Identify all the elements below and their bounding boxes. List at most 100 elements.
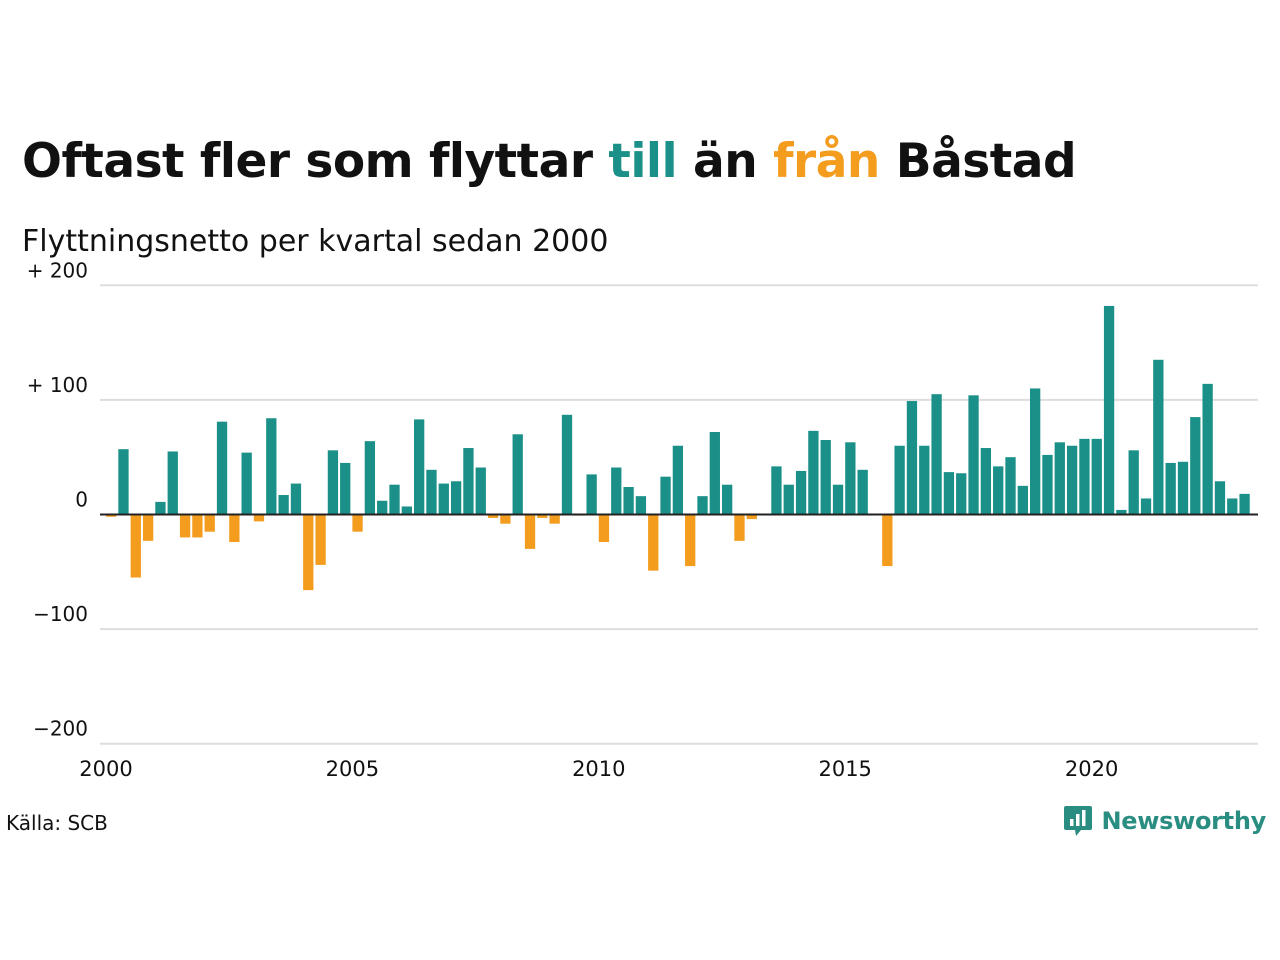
- bar: [426, 469, 437, 515]
- bar: [327, 450, 339, 515]
- source-note: Källa: SCB: [6, 811, 108, 835]
- bar: [241, 452, 252, 515]
- bar: [561, 414, 573, 515]
- bar: [401, 506, 412, 515]
- bar: [685, 514, 696, 567]
- bar: [155, 501, 166, 515]
- x-tick-label: 2005: [326, 757, 379, 781]
- bar: [648, 514, 659, 571]
- x-tick-label: 2010: [572, 757, 625, 781]
- bar: [906, 401, 918, 515]
- bar: [795, 470, 807, 515]
- bar: [524, 514, 536, 549]
- bar: [253, 514, 265, 522]
- bar: [1153, 359, 1164, 515]
- bar: [845, 442, 856, 515]
- bar: [1227, 498, 1238, 515]
- bar: [118, 449, 129, 515]
- title-part-1: Oftast fler som flyttar: [22, 134, 609, 189]
- bar: [352, 514, 363, 532]
- bar: [414, 419, 425, 515]
- bar: [722, 484, 733, 515]
- bar: [487, 514, 499, 518]
- bar: [463, 448, 474, 515]
- bar: [303, 514, 314, 591]
- bar: [1165, 462, 1176, 515]
- bar: [968, 395, 979, 515]
- bar: [1128, 450, 1139, 515]
- bar: [857, 469, 868, 515]
- bar: [1066, 445, 1078, 515]
- bar: [660, 476, 671, 515]
- bar: [167, 451, 178, 515]
- bar: [278, 495, 289, 515]
- bar: [1042, 454, 1053, 515]
- bar: [377, 500, 388, 515]
- bar: [549, 514, 560, 524]
- bar: [1005, 457, 1016, 515]
- bar: [315, 514, 326, 565]
- y-tick-label: 0: [75, 488, 88, 512]
- bar: [611, 467, 622, 515]
- bar: [364, 441, 376, 515]
- bar: [1177, 461, 1189, 515]
- bar: [623, 487, 634, 515]
- chart-title: Oftast fler som flyttar till än från Bås…: [22, 132, 1077, 192]
- title-part-2: än: [677, 134, 774, 189]
- bar: [919, 445, 930, 515]
- bar: [1140, 498, 1152, 515]
- grid-lines: [100, 284, 1258, 745]
- bar: [216, 421, 228, 515]
- bar: [820, 440, 831, 515]
- bar: [106, 514, 117, 517]
- bar: [1214, 481, 1226, 515]
- y-tick-label: + 100: [27, 373, 88, 397]
- chart-subtitle: Flyttningsnetto per kvartal sedan 2000: [22, 224, 609, 259]
- bar: [746, 514, 757, 520]
- bar: [882, 514, 893, 567]
- title-till: till: [608, 134, 678, 189]
- bar: [635, 496, 647, 515]
- bar: [1079, 438, 1090, 515]
- x-tick-label: 2020: [1065, 757, 1118, 781]
- bar: [537, 514, 548, 518]
- bar: [734, 514, 745, 541]
- bar: [1030, 388, 1041, 515]
- bar: [956, 473, 967, 515]
- bar: [1017, 485, 1028, 515]
- bar: [179, 514, 191, 538]
- bar: [500, 514, 511, 524]
- bar: [980, 448, 992, 515]
- bar: [709, 431, 720, 515]
- bar: [832, 484, 844, 515]
- y-tick-label: −200: [33, 717, 88, 741]
- brand-logo: Newsworthy: [1063, 804, 1266, 838]
- bar: [142, 514, 154, 541]
- brand-name: Newsworthy: [1101, 807, 1266, 835]
- y-axis-ticks: + 200 + 100 0 −100 −200: [27, 258, 88, 740]
- bar: [192, 514, 203, 538]
- y-tick-label: + 200: [27, 258, 88, 282]
- bar: [1091, 438, 1102, 515]
- x-tick-label: 2015: [818, 757, 871, 781]
- bar: [783, 484, 794, 515]
- bar: [931, 394, 942, 515]
- bar: [1190, 417, 1201, 515]
- bar: [389, 484, 400, 515]
- bar: [475, 467, 486, 515]
- x-axis-ticks: 2000 2005 2010 2015 2020: [79, 757, 1118, 781]
- bar: [697, 496, 708, 515]
- y-tick-label: −100: [33, 602, 88, 626]
- bar: [450, 481, 462, 515]
- bar: [266, 418, 277, 515]
- bar-chart: + 200 + 100 0 −100 −200 2000 2005 2010 2015 2020: [27, 258, 1258, 781]
- bar: [1116, 509, 1127, 515]
- bar: [340, 462, 351, 515]
- bar: [290, 483, 302, 515]
- bar: [771, 466, 782, 515]
- bar: [512, 434, 523, 515]
- bar: [808, 430, 819, 515]
- x-tick-label: 2000: [79, 757, 132, 781]
- bar: [993, 466, 1004, 515]
- bar: [894, 445, 905, 515]
